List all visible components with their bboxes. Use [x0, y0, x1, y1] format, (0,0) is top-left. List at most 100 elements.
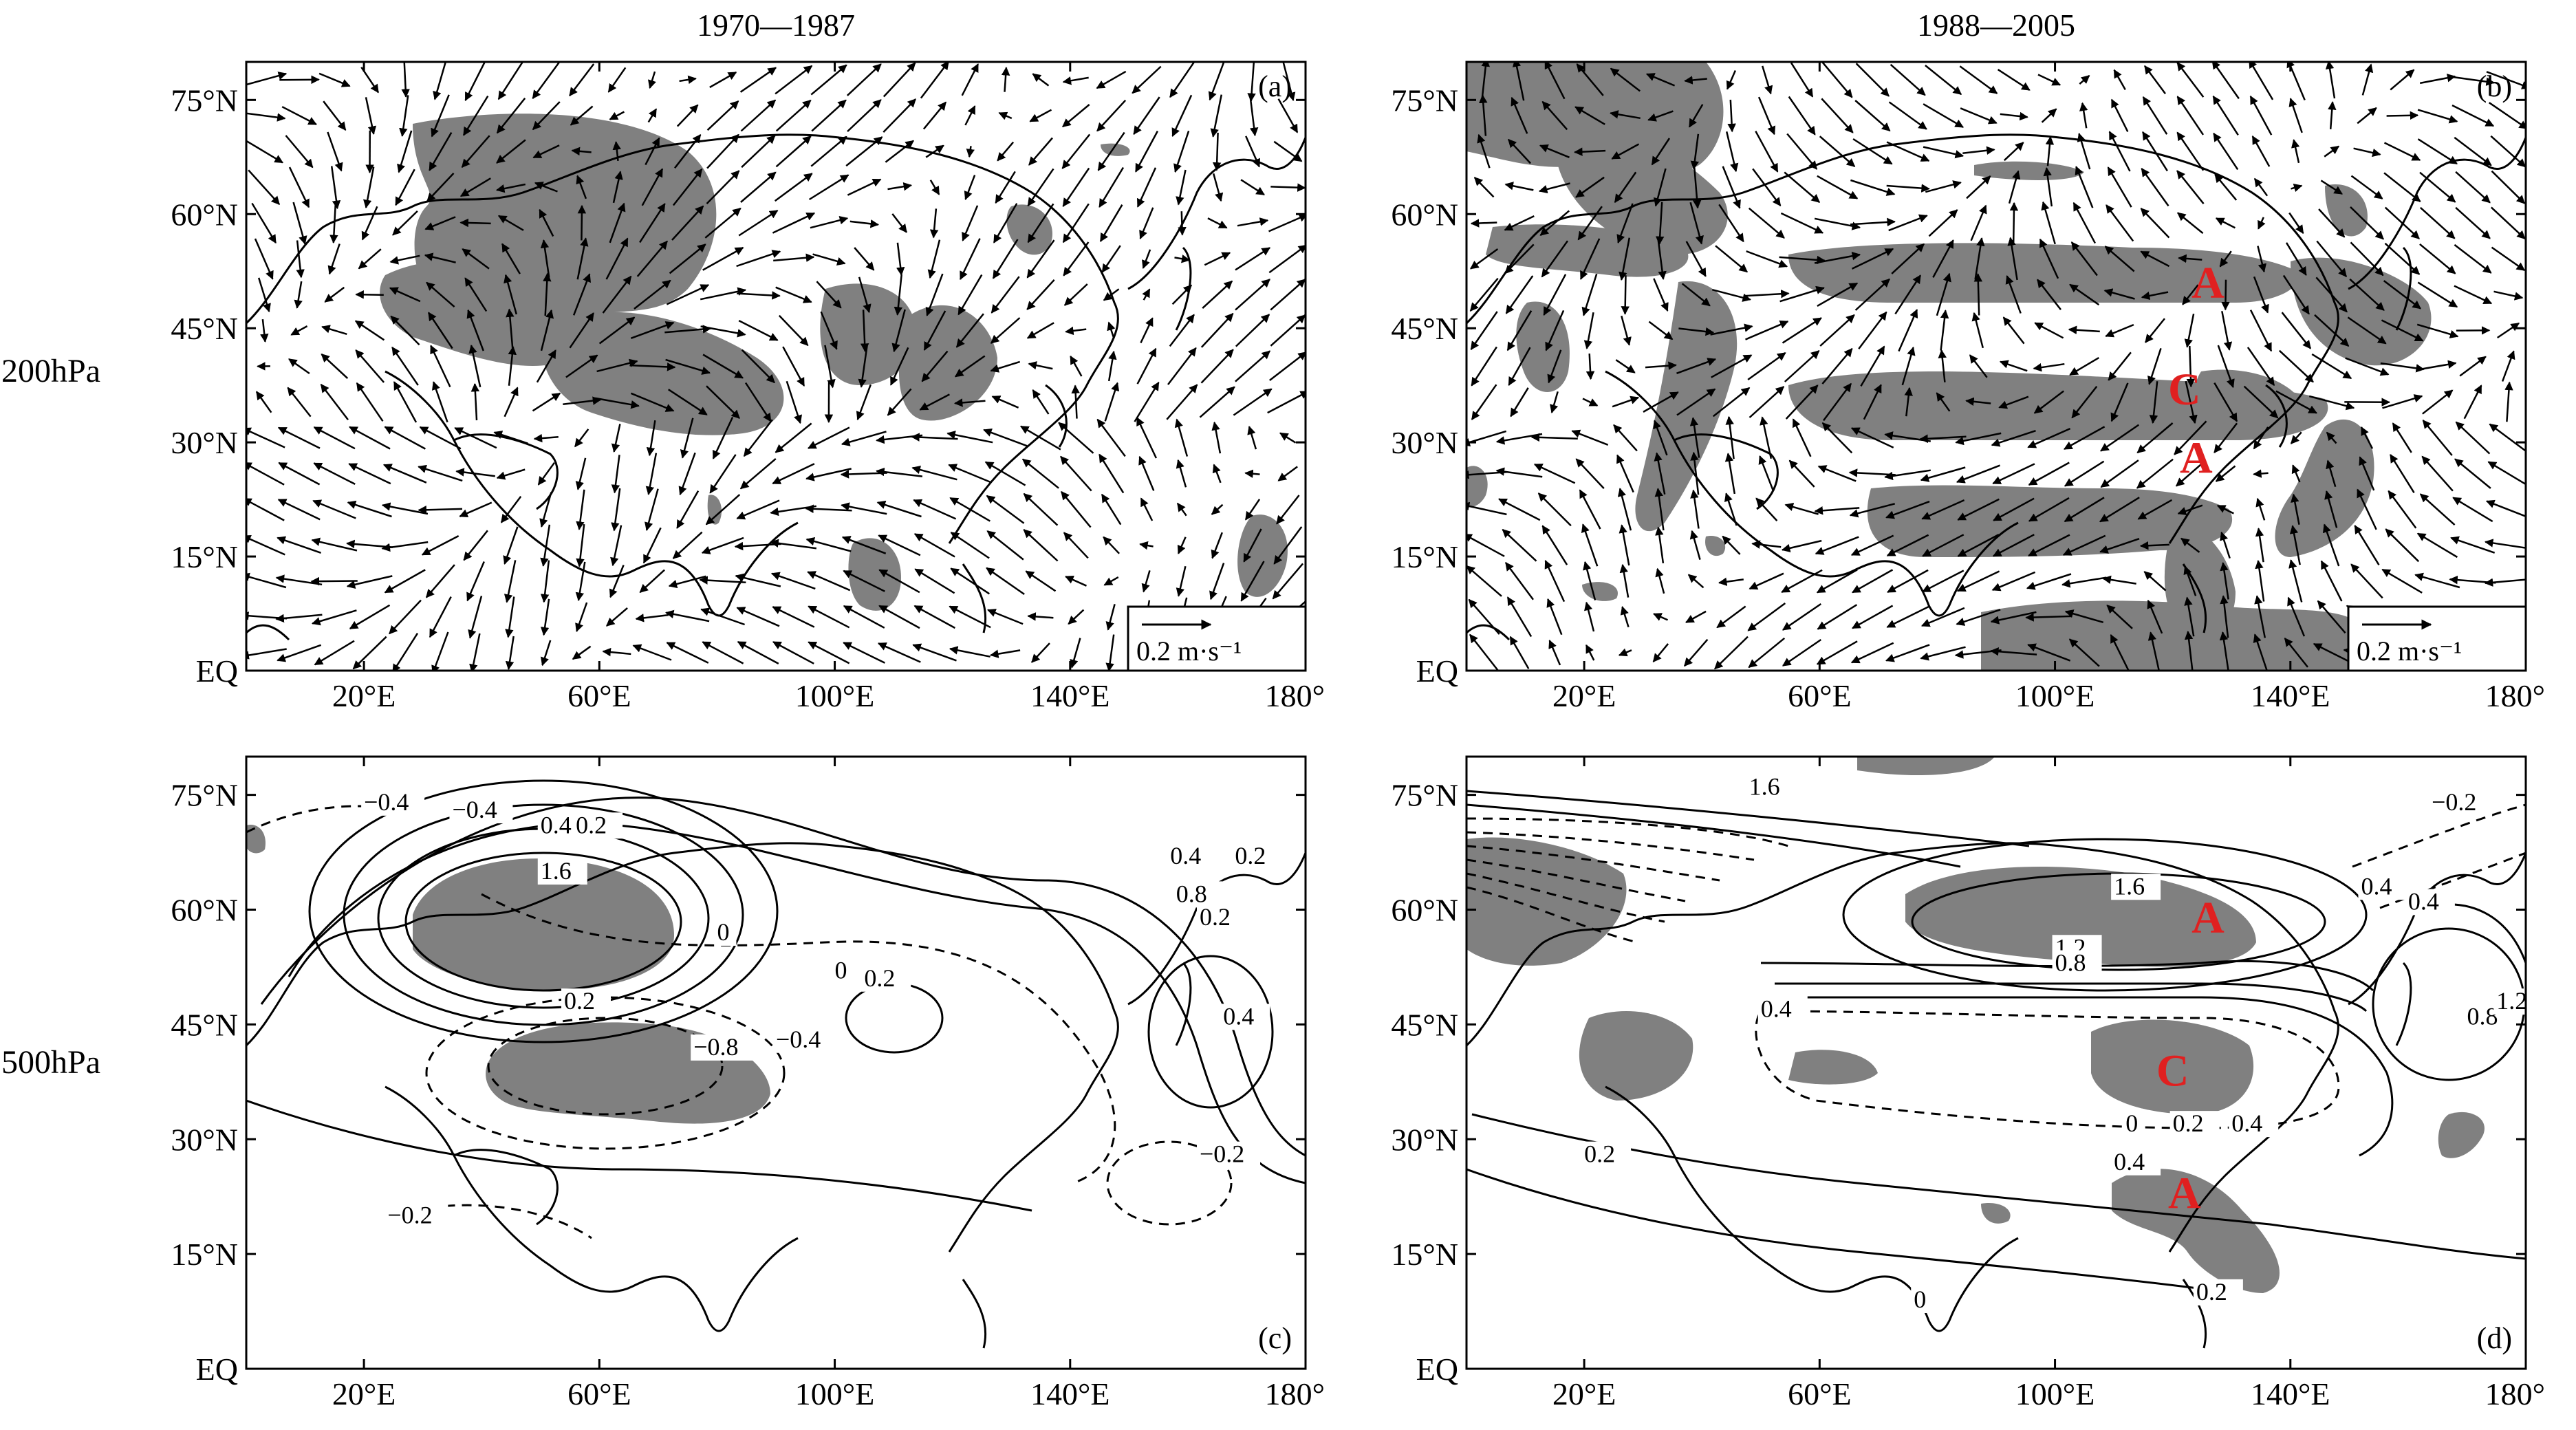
reference-vector-label: 0.2 m·s⁻¹ [1136, 636, 1242, 667]
lon-tick-label: 100°E [795, 678, 875, 713]
contour-label: −0.4 [364, 788, 409, 816]
lat-tick-label: 45°N [1391, 1007, 1458, 1042]
contour-label: 1.6 [1749, 773, 1780, 801]
contour-label: 0.8 [2055, 949, 2086, 977]
lat-tick-label: 75°N [171, 83, 238, 118]
panel-a-200hpa-early: 0.2 m·s⁻¹ (a) [245, 61, 1307, 672]
lon-tick-label: 100°E [795, 1376, 875, 1411]
wind-vectors [246, 62, 1306, 671]
panel-frame [1465, 61, 2527, 672]
contour-label: −0.8 [693, 1033, 738, 1061]
contour-lines [246, 779, 1306, 1212]
coastline [1466, 842, 2526, 1349]
lat-tick-label: EQ [196, 1352, 238, 1387]
contour-label: 1.6 [2114, 872, 2145, 900]
coastline [246, 842, 1306, 1349]
lat-tick-label: 75°N [171, 778, 238, 813]
lat-tick-label: 30°N [1391, 425, 1458, 460]
lon-tick-label: 140°E [2251, 1376, 2330, 1411]
anomaly-marker-a: A [2191, 893, 2225, 943]
contour-label: −0.4 [776, 1026, 821, 1053]
reference-vector-box: 0.2 m·s⁻¹ [1127, 605, 1307, 672]
lon-tick-label: 180° [2485, 1376, 2545, 1411]
contour-label: 0.2 [564, 987, 595, 1015]
row-label-500hpa: 500hPa [1, 1044, 100, 1081]
panel-frame [1465, 755, 2527, 1370]
contour-label: 0.4 [2361, 872, 2392, 900]
contour-label: 0.2 [1200, 903, 1231, 931]
lat-tick-label: 45°N [1391, 311, 1458, 346]
lat-tick-label: 15°N [1391, 539, 1458, 574]
significance-shading [380, 113, 1288, 611]
lat-tick-label: 75°N [1391, 778, 1458, 813]
lat-tick-label: EQ [196, 653, 238, 689]
contour-label: −0.2 [2432, 788, 2476, 816]
panel-letter: (b) [2477, 69, 2512, 103]
lat-tick-label: 45°N [171, 1007, 238, 1042]
coastline [1466, 133, 2526, 641]
lat-tick-label: 60°N [171, 893, 238, 928]
contour-label: 0.2 [1584, 1140, 1615, 1168]
lat-tick-label: 60°N [171, 197, 238, 232]
lon-tick-label: 180° [2485, 678, 2545, 713]
significance-shading [1466, 757, 2485, 1293]
panel-letter: (a) [1258, 69, 1292, 103]
contour-label: 1.2 [2496, 987, 2527, 1015]
anomaly-markers: ACA [2168, 258, 2225, 483]
lon-tick-label: 20°E [332, 678, 396, 713]
anomaly-marker-a: A [2180, 433, 2213, 483]
contour-label: 0 [835, 957, 847, 984]
lat-tick-label: 15°N [1391, 1237, 1458, 1272]
panel-d-500hpa-late: 1.61.61.20.80.40.20.40 0.2−0.20.40.40.81.… [1465, 755, 2527, 1370]
contour-label: 0.2 [2173, 1109, 2204, 1137]
anomaly-marker-c: C [2168, 365, 2201, 415]
lat-tick-label: 30°N [171, 425, 238, 460]
anomaly-marker-c: C [2156, 1046, 2189, 1096]
row-label-200hpa: 200hPa [1, 353, 100, 389]
column-title-left: 1970—1987 [697, 8, 855, 43]
significance-shading [246, 825, 770, 1124]
lon-tick-label: 60°E [567, 678, 631, 713]
contour-label: 0.4 [2231, 1109, 2262, 1137]
lon-tick-label: 100°E [2015, 1376, 2095, 1411]
contour-label: 0 [2125, 1109, 2138, 1137]
lat-tick-label: 30°N [171, 1122, 238, 1157]
lon-tick-label: 60°E [567, 1376, 631, 1411]
contour-lines [1466, 790, 2526, 1294]
panel-c-500hpa-early: −0.4 −0.40.4 0.21.60.20−0.40 0.2−0.80.40.80… [245, 755, 1307, 1370]
contour-label: 0.4 [1223, 1002, 1254, 1030]
lon-tick-label: 180° [1265, 678, 1325, 713]
axes: 75°N 60°N 45°N 30°N 15°N EQ 20°E 60°E 100°E 140°E… [171, 62, 2545, 1411]
lon-tick-label: 60°E [1788, 678, 1852, 713]
panel-letter: (c) [1258, 1321, 1292, 1355]
panel-frame [245, 755, 1307, 1370]
lat-tick-label: 30°N [1391, 1122, 1458, 1157]
panel-b-200hpa-late: 0.2 m·s⁻¹ (b) ACA [1465, 61, 2527, 672]
contour-label: 0.2 [1235, 842, 1266, 869]
lat-tick-label: 60°N [1391, 197, 1458, 232]
contour-labels: 1.61.61.20.80.40.20.40 0.2−0.20.40.40.81.… [1581, 773, 2527, 1313]
lat-tick-label: EQ [1416, 653, 1458, 689]
contour-label: −0.2 [1200, 1140, 1244, 1168]
lat-tick-label: 15°N [171, 1237, 238, 1272]
contour-label: 0 [717, 918, 729, 946]
contour-label: 0.8 [1176, 880, 1207, 907]
lon-tick-label: 20°E [1552, 1376, 1616, 1411]
panel-letter: (d) [2477, 1321, 2512, 1355]
anomaly-marker-a: A [2191, 258, 2225, 308]
contour-label: 0.8 [2467, 1002, 2498, 1030]
contour-lines-negative [246, 805, 1233, 1239]
anomaly-markers: A C A [2156, 893, 2225, 1219]
lon-tick-label: 140°E [1030, 678, 1110, 713]
reference-vector-box: 0.2 m·s⁻¹ [2347, 605, 2527, 672]
lon-tick-label: 20°E [1552, 678, 1616, 713]
lon-tick-label: 60°E [1788, 1376, 1852, 1411]
anomaly-marker-a: A [2168, 1168, 2201, 1218]
lat-tick-label: 45°N [171, 311, 238, 346]
contour-label: 0.2 [576, 811, 607, 838]
contour-labels: −0.4 −0.40.4 0.21.60.20−0.40 0.2−0.80.40.80… [361, 788, 1282, 1229]
contour-label: 1.6 [541, 857, 572, 885]
contour-label: 0.4 [1170, 842, 1201, 869]
contour-label: 0.4 [541, 811, 572, 838]
